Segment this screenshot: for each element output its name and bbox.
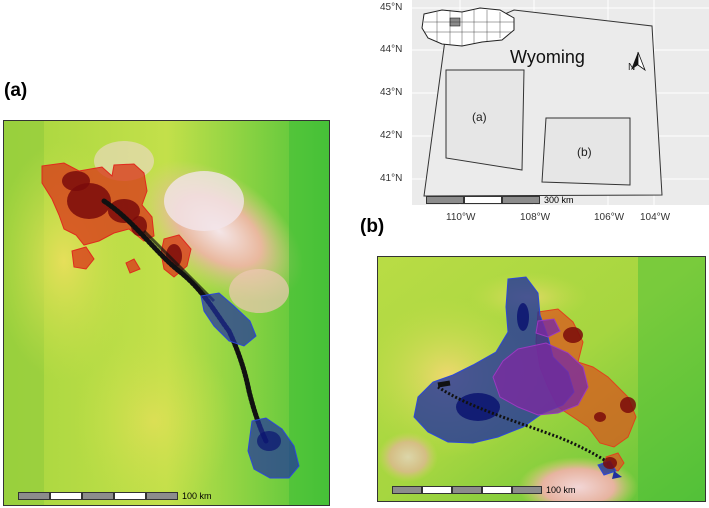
panel-b-scale-label: 100 km <box>546 485 576 495</box>
point-marker-icon <box>612 471 622 479</box>
overlap-area <box>492 318 589 416</box>
inset-box-a-label: (a) <box>472 110 487 124</box>
panel-a-map: 100 km <box>3 120 330 506</box>
red-core-area <box>62 171 182 268</box>
north-label: N <box>628 62 636 73</box>
panel-a-scale-bar: 100 km <box>18 491 212 501</box>
panel-b-map: 100 km <box>377 256 706 502</box>
lon-tick: 104°W <box>640 212 671 223</box>
inset-box-b-label: (b) <box>577 145 592 159</box>
inset-scale-bar: 300 km <box>426 195 574 205</box>
state-name: Wyoming <box>510 47 585 67</box>
panel-a-scale-label: 100 km <box>182 491 212 501</box>
usa-locator-map <box>421 7 515 47</box>
lon-tick: 106°W <box>594 212 625 223</box>
lon-tick: 108°W <box>520 212 551 223</box>
lat-tick: 43°N <box>380 87 403 98</box>
inset-map <box>412 0 709 205</box>
lat-tick: 45°N <box>380 2 403 13</box>
lat-tick: 44°N <box>380 44 403 55</box>
inset-box-b <box>541 117 631 186</box>
panel-b-terrain <box>378 257 705 501</box>
panel-a-label: (a) <box>4 80 28 101</box>
inset-scale-label: 300 km <box>544 195 574 205</box>
lat-tick: 41°N <box>380 173 403 184</box>
north-arrow-icon <box>631 51 646 72</box>
panel-b-scale-bar: 100 km <box>392 485 576 495</box>
wyoming-inset: Wyoming N (a) (b) 45°N 44°N 43°N 42°N 41… <box>362 0 709 235</box>
inset-box-a <box>445 69 525 171</box>
migration-corridor <box>437 385 607 463</box>
panel-b-label: (b) <box>360 216 385 237</box>
panel-a-terrain <box>4 121 329 505</box>
lat-tick: 42°N <box>380 130 403 141</box>
lon-tick: 110°W <box>446 212 476 223</box>
